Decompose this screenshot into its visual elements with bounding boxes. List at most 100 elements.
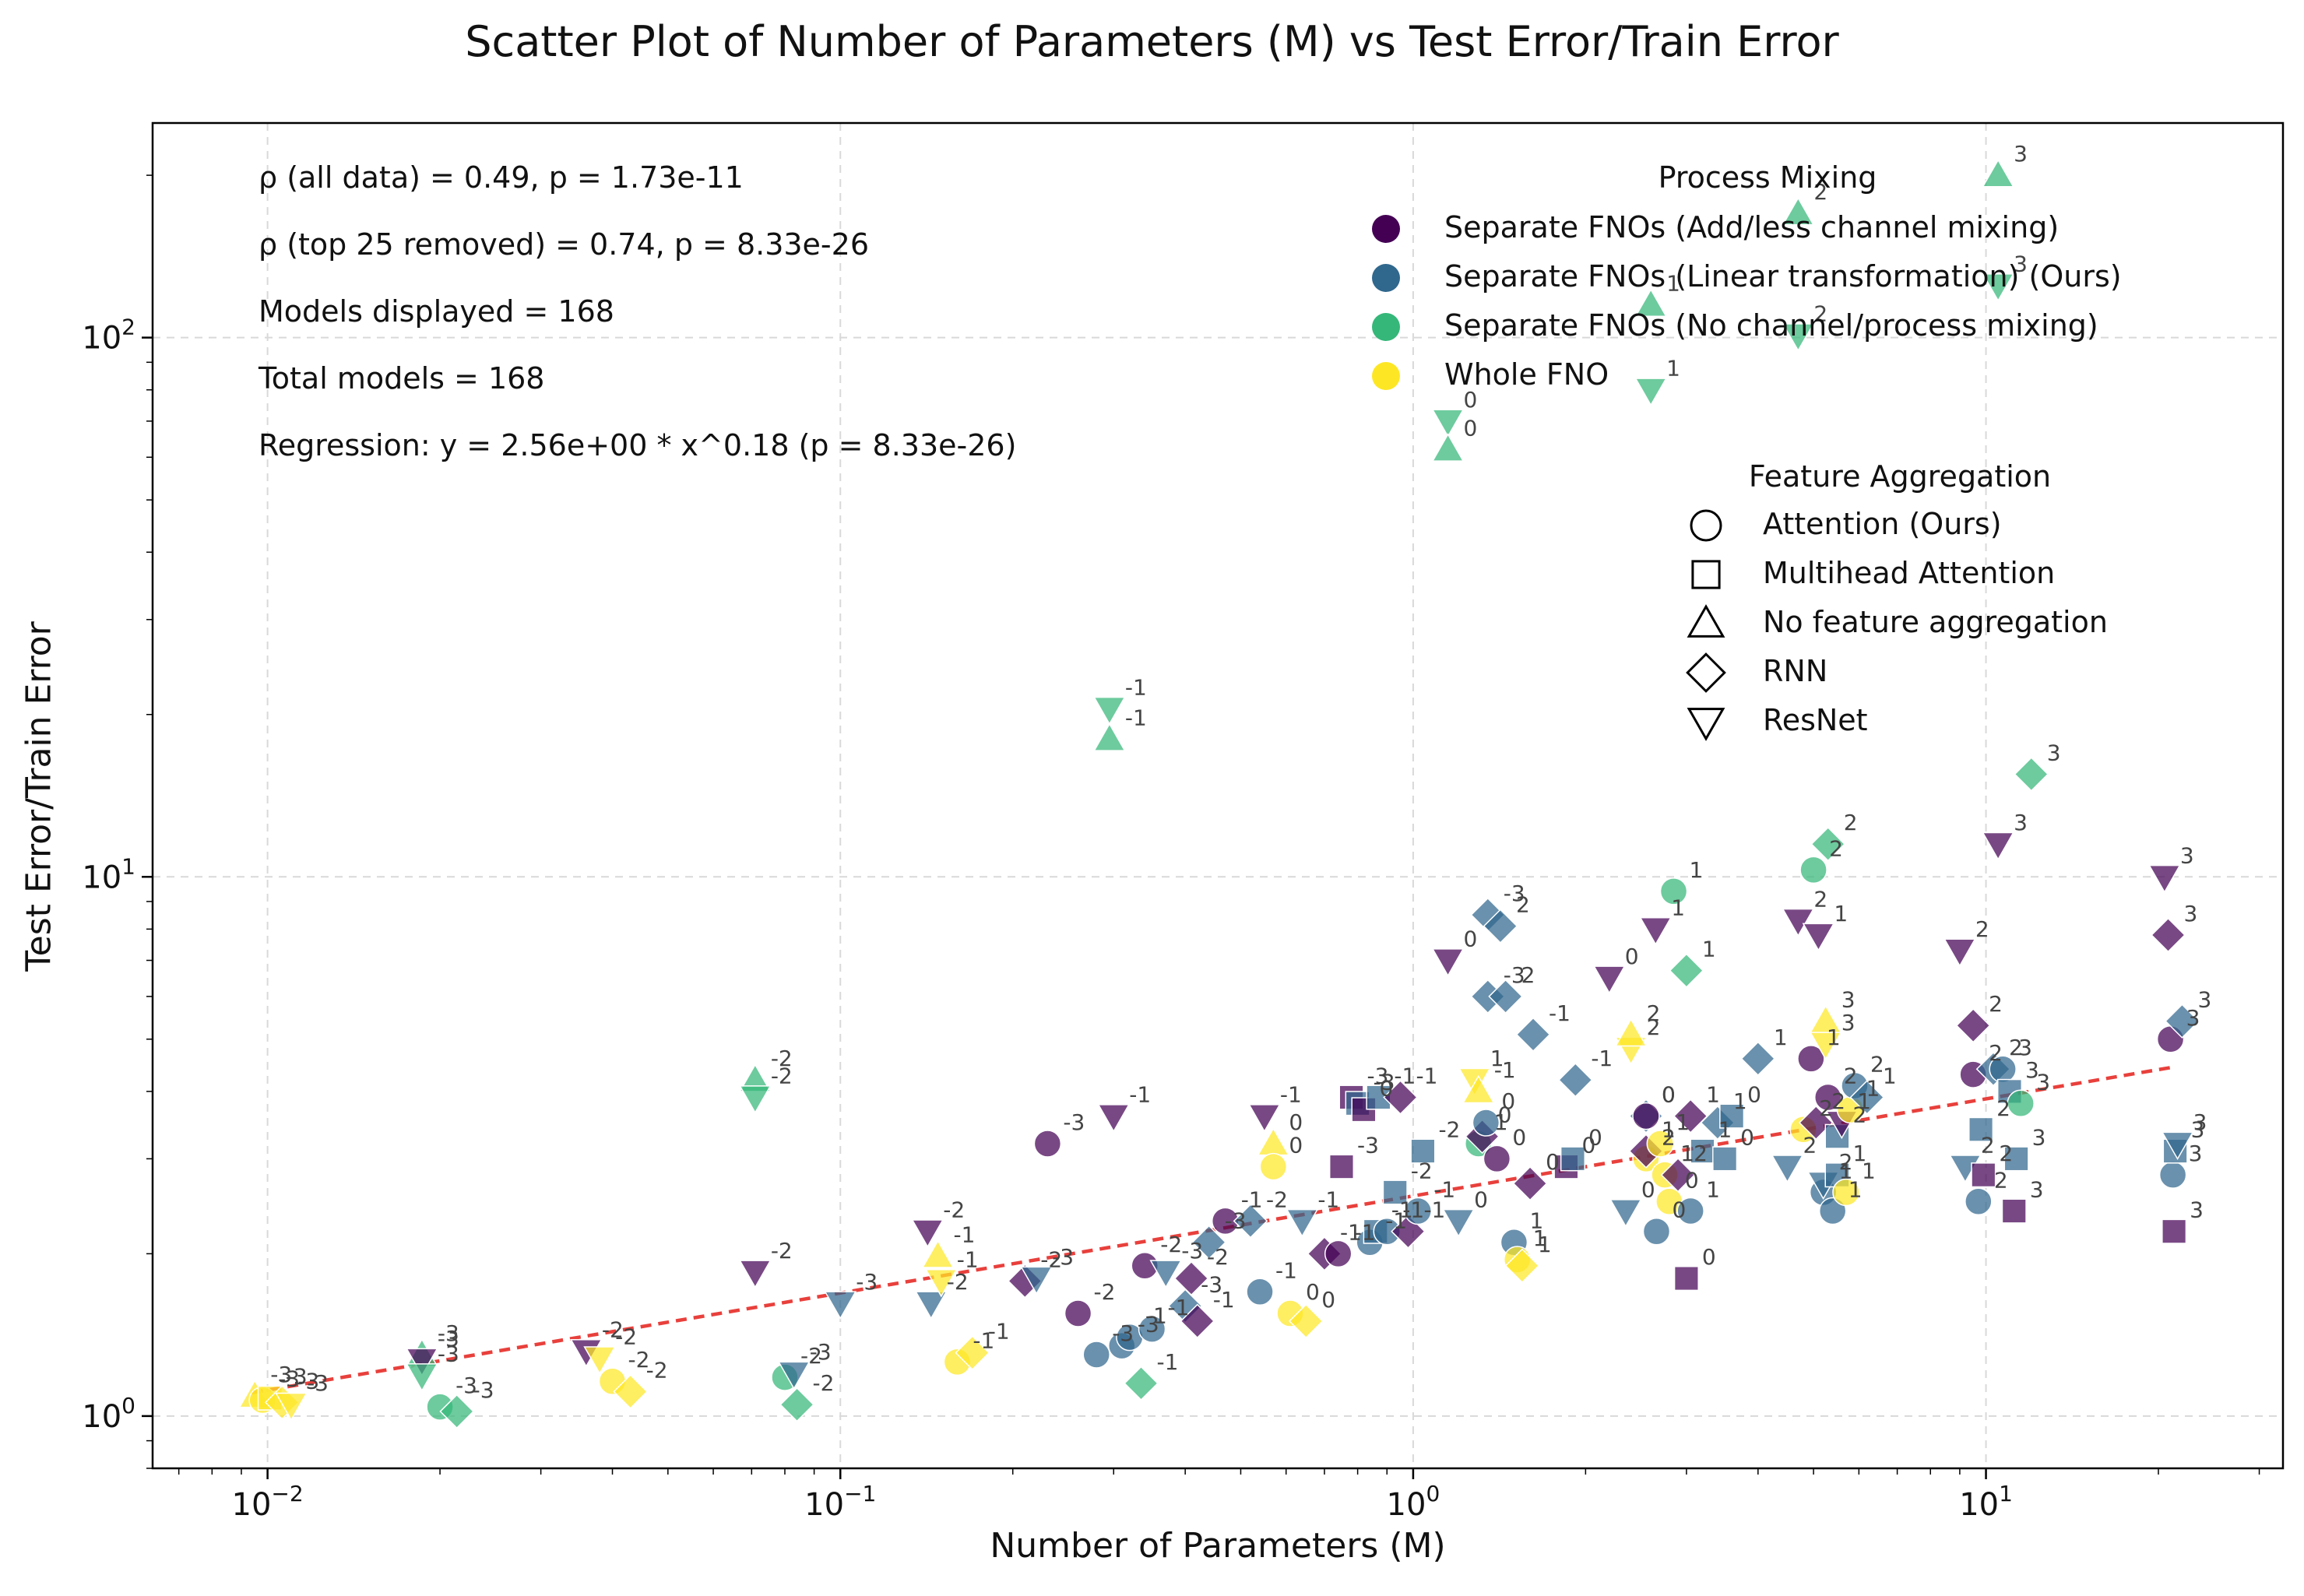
point-label: -1 — [1385, 1208, 1407, 1234]
data-point — [1832, 1178, 1860, 1207]
point-label: 2 — [1831, 1088, 1845, 1114]
point-label: -2 — [1094, 1279, 1116, 1305]
data-point — [1383, 1080, 1418, 1115]
point-label: 0 — [1289, 1109, 1303, 1135]
data-point — [924, 1269, 958, 1298]
point-label: -3 — [1138, 1312, 1159, 1338]
y-tick-label: 101 — [82, 853, 135, 895]
point-label: 2 — [1853, 1102, 1867, 1128]
data-point — [1431, 948, 1465, 977]
data-point — [1462, 1074, 1495, 1104]
point-label: -3 — [1112, 1320, 1134, 1346]
point-label: -1 — [1129, 1082, 1151, 1108]
data-point — [1646, 1130, 1674, 1158]
color-legend-marker — [1372, 264, 1400, 292]
data-point — [1690, 1138, 1715, 1164]
data-point — [1782, 196, 1815, 226]
point-label: -3 — [297, 1368, 319, 1394]
point-label: -3 — [438, 1341, 459, 1367]
data-point — [1634, 378, 1668, 406]
data-point — [824, 1291, 857, 1320]
data-point — [1483, 1144, 1511, 1173]
point-label: 1 — [1706, 1082, 1720, 1108]
point-label: 2 — [1989, 1040, 2003, 1066]
data-point — [1191, 1225, 1226, 1260]
point-label: 0 — [1672, 1197, 1686, 1223]
point-label: -2 — [646, 1357, 668, 1383]
data-point — [1431, 433, 1465, 462]
point-label: -3 — [810, 1339, 832, 1365]
point-label: 2 — [1819, 1095, 1833, 1121]
point-label: -1 — [1241, 1186, 1263, 1212]
point-label: 2 — [1829, 835, 1843, 861]
data-point — [1669, 953, 1704, 989]
point-label: -1 — [1125, 674, 1147, 700]
x-tick-label: 101 — [1959, 1481, 2013, 1523]
point-label: -1 — [1340, 1219, 1362, 1245]
point-label: -1 — [1433, 1177, 1455, 1203]
point-label: 3 — [2180, 842, 2194, 868]
point-label: 0 — [1740, 1124, 1754, 1150]
data-point — [1328, 1154, 1355, 1179]
point-label: -2 — [1207, 1244, 1229, 1270]
point-label: 1 — [1533, 1225, 1547, 1251]
point-label: 1 — [1671, 895, 1685, 920]
data-point — [1233, 1204, 1268, 1239]
data-point — [1712, 1146, 1738, 1172]
point-label: -2 — [800, 1343, 822, 1369]
data-point — [1802, 923, 1835, 952]
marker-legend-square-icon — [1691, 560, 1721, 589]
point-label: -3 — [438, 1320, 459, 1346]
point-label: 1 — [1676, 1109, 1690, 1135]
point-label: -2 — [1266, 1186, 1288, 1212]
data-point — [1124, 1366, 1159, 1401]
point-label: 2 — [1994, 1167, 2008, 1193]
data-point — [1673, 1266, 1699, 1292]
point-label: -1 — [1275, 1257, 1297, 1283]
data-point — [1382, 1179, 1408, 1205]
point-label: 0 — [1321, 1287, 1335, 1313]
point-label: -1 — [1549, 1000, 1571, 1026]
data-point — [2014, 757, 2049, 792]
data-point — [1488, 979, 1523, 1014]
point-label: 1 — [1853, 1141, 1867, 1166]
data-point — [1849, 1080, 1885, 1115]
data-point — [1592, 965, 1626, 994]
point-label: 2 — [1662, 1124, 1676, 1150]
point-label: -3 — [1225, 1208, 1247, 1234]
point-label: 0 — [1625, 944, 1639, 969]
point-label: 0 — [1289, 1133, 1303, 1158]
point-label: -1 — [1168, 1295, 1190, 1320]
point-label: -3 — [438, 1326, 459, 1352]
data-point — [2151, 917, 2186, 953]
point-label: 2 — [1844, 810, 1858, 835]
data-point — [1515, 1017, 1551, 1053]
point-label: -1 — [1423, 1197, 1445, 1223]
color-legend-label-whole: Whole FNO — [1444, 357, 1609, 392]
data-point — [1442, 1208, 1476, 1238]
data-point — [1472, 1109, 1500, 1137]
data-point — [1799, 856, 1827, 884]
point-label: 2 — [1803, 1133, 1817, 1158]
point-label: -3 — [1367, 1063, 1389, 1088]
point-label: -3 — [1181, 1238, 1203, 1264]
point-label: 0 — [1464, 926, 1478, 952]
color-legend-marker — [1372, 362, 1400, 390]
data-point — [1673, 1099, 1708, 1134]
point-label: 3 — [2018, 1035, 2032, 1060]
point-label: 1 — [1866, 1075, 1880, 1101]
data-point — [1810, 826, 1846, 862]
points-layer — [238, 159, 2200, 1429]
point-label: 0 — [1685, 1167, 1699, 1193]
data-point — [914, 1291, 948, 1320]
data-point — [1504, 1248, 1540, 1284]
marker-legend-label-attention: Attention (Ours) — [1763, 507, 2002, 541]
data-point — [738, 1085, 772, 1114]
point-label: -1 — [1402, 1197, 1424, 1223]
point-label: 3 — [1841, 1010, 1856, 1035]
point-label: 0 — [1702, 1244, 1716, 1270]
point-label: 3 — [1841, 987, 1856, 1013]
color-legend-marker — [1372, 215, 1400, 243]
data-point — [1082, 1341, 1110, 1369]
